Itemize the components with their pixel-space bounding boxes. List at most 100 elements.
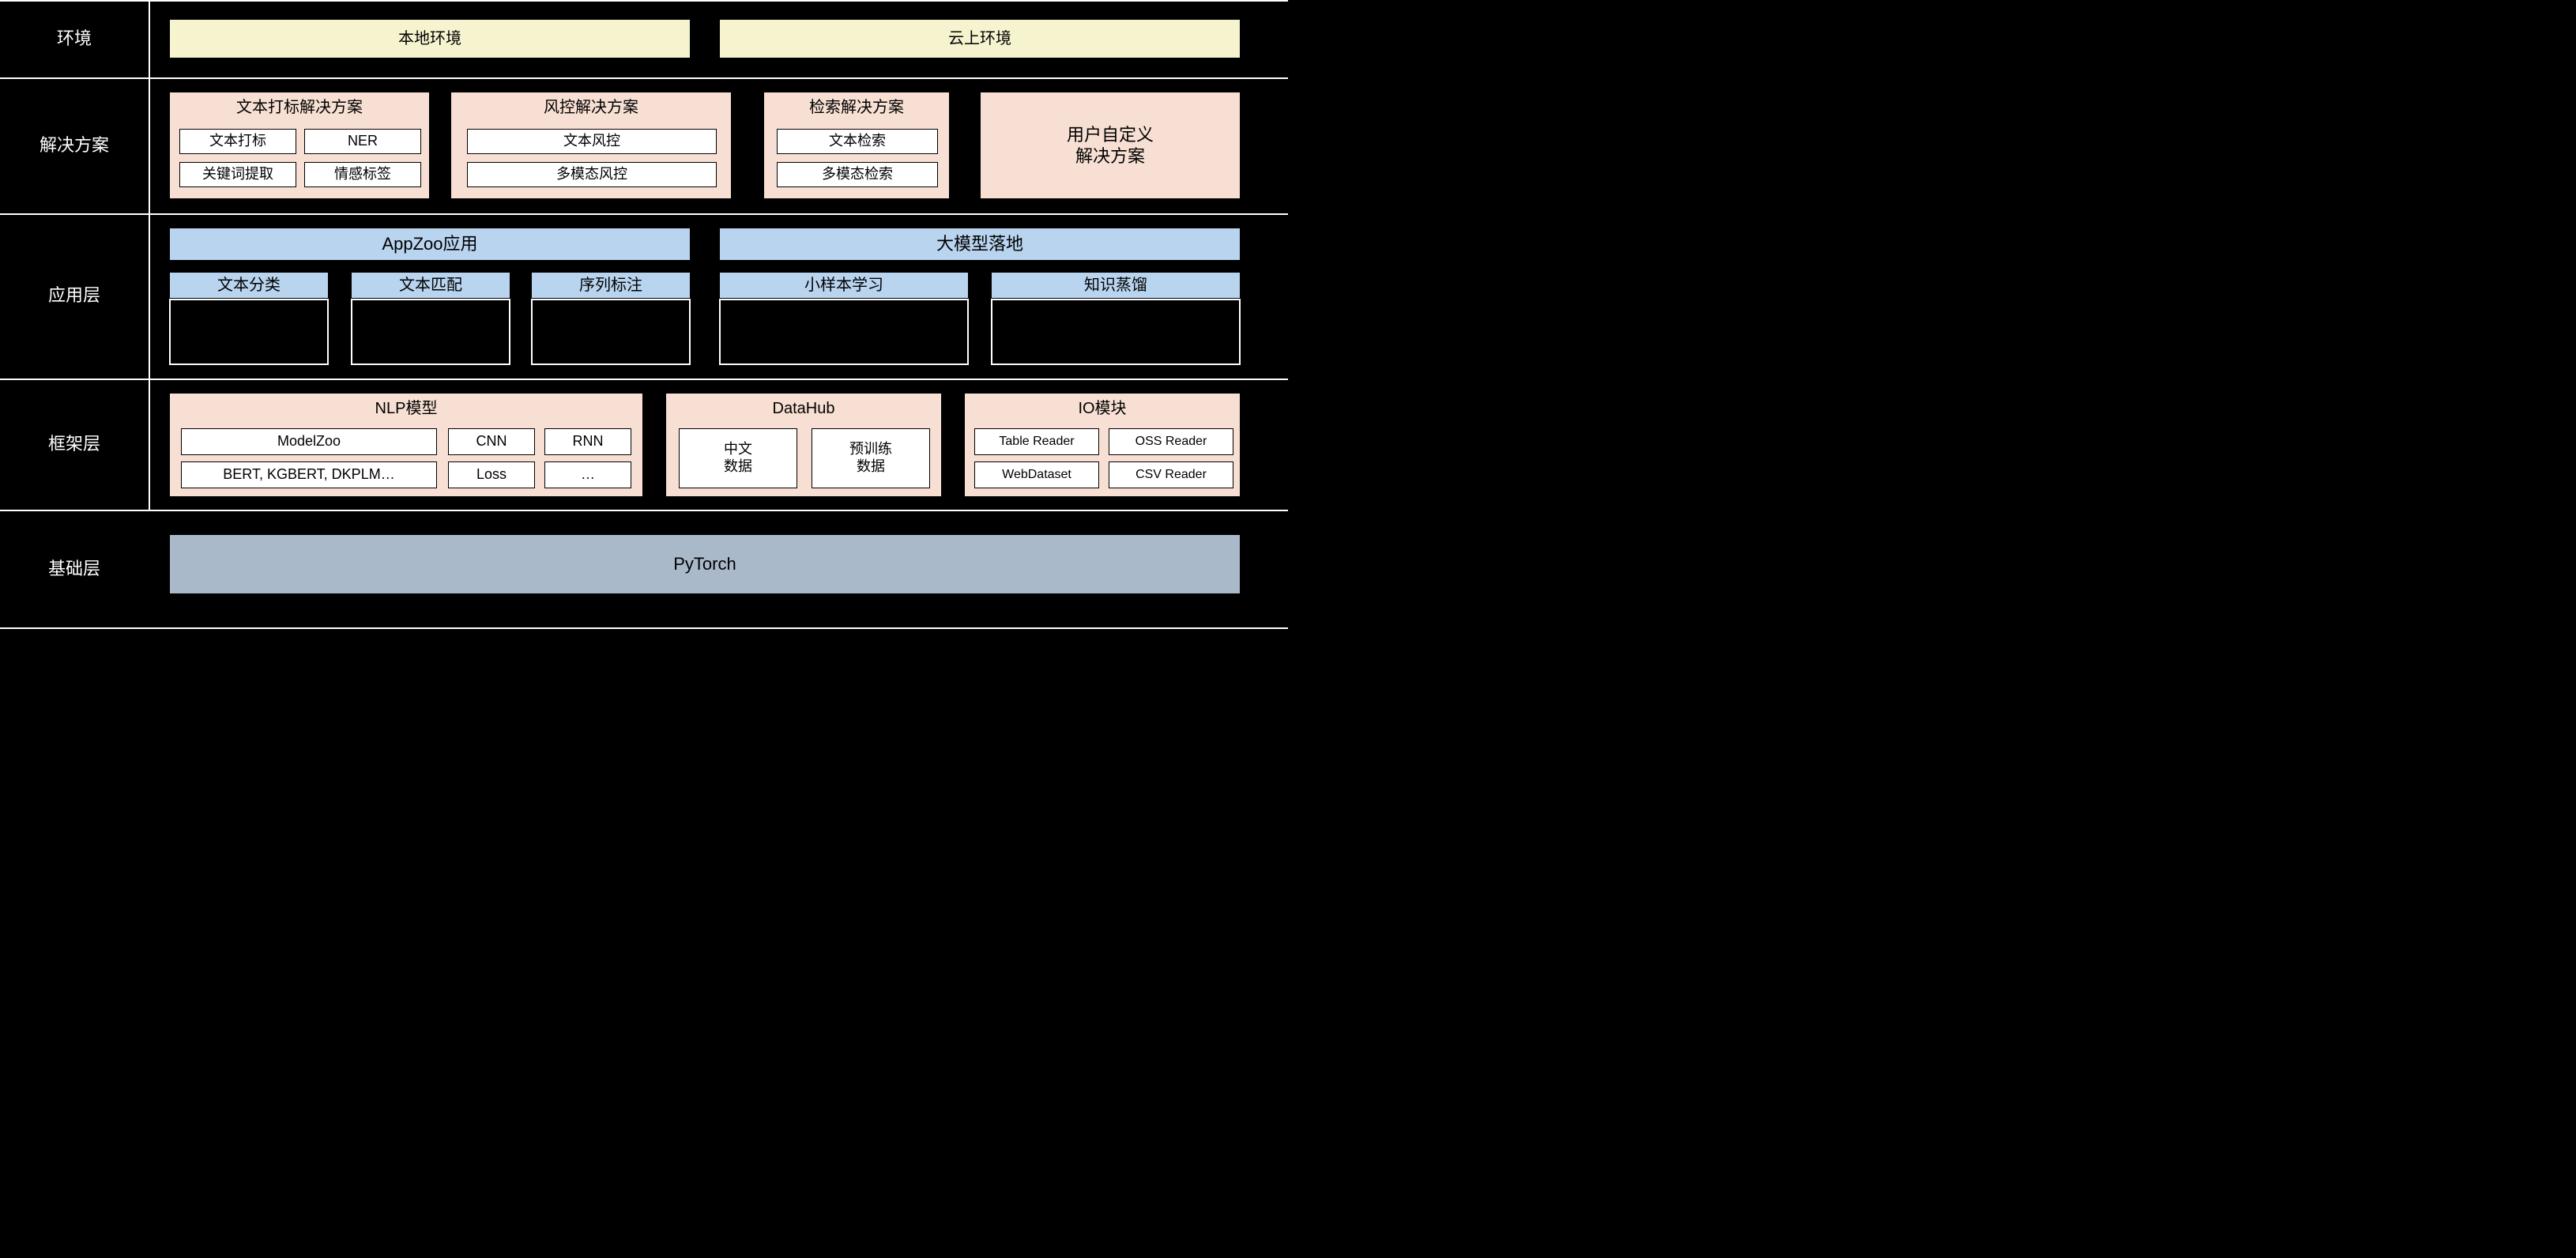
frame-datahub: DataHub 中文 数据 预训练 数据 <box>665 393 942 497</box>
app-bigmodel-header: 大模型落地 <box>719 228 1241 261</box>
cell-text-tag-3: 情感标签 <box>304 162 421 187</box>
solution-search-title-text: 检索解决方案 <box>809 98 904 118</box>
cell-io-0-label: Table Reader <box>999 434 1074 449</box>
solution-text-tag-title-text: 文本打标解决方案 <box>236 98 363 118</box>
solution-custom: 用户自定义 解决方案 <box>980 92 1241 199</box>
app-appzoo-header: AppZoo应用 <box>169 228 691 261</box>
app-col-seq-label-header: 序列标注 <box>531 272 691 299</box>
cell-datahub-0-l1: 中文 <box>724 441 752 458</box>
env-cloud-label: 云上环境 <box>948 29 1011 49</box>
app-col-text-cls-header: 文本分类 <box>169 272 329 299</box>
cell-search-0: 文本检索 <box>777 129 938 154</box>
cell-nlp-5: … <box>544 461 631 488</box>
cell-text-tag-2: 关键词提取 <box>179 162 296 187</box>
app-col-text-cls-body <box>169 299 329 365</box>
cell-nlp-0: ModelZoo <box>181 428 437 455</box>
architecture-diagram: 环境 解决方案 应用层 框架层 基础层 本地环境 云上环境 文本打标解决方案 文… <box>0 0 1288 629</box>
cell-text-tag-3-label: 情感标签 <box>334 166 391 183</box>
cell-io-3: CSV Reader <box>1109 461 1233 488</box>
hline-0 <box>0 0 1288 2</box>
cell-nlp-4: RNN <box>544 428 631 455</box>
row-label-env-text: 环境 <box>57 28 92 51</box>
cell-text-tag-2-label: 关键词提取 <box>202 166 273 183</box>
cell-search-0-label: 文本检索 <box>829 133 886 150</box>
app-col-few-shot-body <box>719 299 969 365</box>
frame-datahub-title-text: DataHub <box>773 399 835 419</box>
row-label-frame-text: 框架层 <box>48 433 100 456</box>
solution-custom-line2: 解决方案 <box>1067 145 1154 168</box>
frame-io: IO模块 Table Reader OSS Reader WebDataset … <box>964 393 1241 497</box>
cell-io-1: OSS Reader <box>1109 428 1233 455</box>
cell-io-3-label: CSV Reader <box>1135 467 1207 482</box>
solution-risk-title-text: 风控解决方案 <box>544 98 638 118</box>
cell-datahub-1-l2: 数据 <box>857 458 885 476</box>
env-cloud: 云上环境 <box>719 19 1241 58</box>
cell-nlp-3: Loss <box>448 461 535 488</box>
cell-io-1-label: OSS Reader <box>1135 434 1207 449</box>
vline-leftcol <box>149 0 150 510</box>
frame-io-title-text: IO模块 <box>1078 399 1126 419</box>
cell-search-1-label: 多模态检索 <box>822 166 893 183</box>
app-appzoo-header-label: AppZoo应用 <box>382 233 477 255</box>
app-col-distill-header: 知识蒸馏 <box>991 272 1241 299</box>
solution-search: 检索解决方案 文本检索 多模态检索 <box>763 92 950 199</box>
app-col-distill-header-label: 知识蒸馏 <box>1084 276 1147 296</box>
app-col-text-cls-header-label: 文本分类 <box>217 276 281 296</box>
app-col-distill-body <box>991 299 1241 365</box>
app-col-few-shot-header-label: 小样本学习 <box>804 276 883 296</box>
cell-nlp-3-label: Loss <box>476 466 507 484</box>
frame-nlp-title: NLP模型 <box>170 398 642 419</box>
app-col-text-match-body <box>351 299 510 365</box>
frame-io-title: IO模块 <box>965 398 1240 419</box>
frame-datahub-title: DataHub <box>666 398 941 419</box>
cell-risk-1-label: 多模态风控 <box>556 166 627 183</box>
row-label-base-text: 基础层 <box>48 558 100 581</box>
solution-text-tag-title: 文本打标解决方案 <box>170 97 429 118</box>
app-col-text-match-header-label: 文本匹配 <box>399 276 462 296</box>
frame-nlp-title-text: NLP模型 <box>375 399 438 419</box>
base-pytorch: PyTorch <box>169 534 1241 594</box>
env-local: 本地环境 <box>169 19 691 58</box>
row-label-solution: 解决方案 <box>0 77 149 213</box>
solution-risk-title: 风控解决方案 <box>451 97 731 118</box>
cell-datahub-0: 中文 数据 <box>679 428 797 488</box>
cell-io-0: Table Reader <box>974 428 1099 455</box>
cell-text-tag-0: 文本打标 <box>179 129 296 154</box>
cell-risk-1: 多模态风控 <box>467 162 717 187</box>
solution-text-tag: 文本打标解决方案 文本打标 NER 关键词提取 情感标签 <box>169 92 430 199</box>
cell-text-tag-1: NER <box>304 129 421 154</box>
cell-nlp-1: BERT, KGBERT, DKPLM… <box>181 461 437 488</box>
hline-1 <box>0 77 1288 79</box>
cell-io-2-label: WebDataset <box>1002 467 1071 482</box>
cell-text-tag-1-label: NER <box>348 133 378 150</box>
row-label-env: 环境 <box>0 0 149 77</box>
cell-nlp-0-label: ModelZoo <box>277 433 341 450</box>
row-label-frame: 框架层 <box>0 379 149 510</box>
hline-2 <box>0 213 1288 215</box>
solution-custom-line1: 用户自定义 <box>1067 124 1154 146</box>
env-local-label: 本地环境 <box>398 29 461 49</box>
cell-nlp-2-label: CNN <box>476 433 507 450</box>
cell-search-1: 多模态检索 <box>777 162 938 187</box>
cell-nlp-1-label: BERT, KGBERT, DKPLM… <box>223 466 394 484</box>
base-pytorch-label: PyTorch <box>673 553 736 575</box>
app-col-few-shot-header: 小样本学习 <box>719 272 969 299</box>
frame-nlp: NLP模型 ModelZoo BERT, KGBERT, DKPLM… CNN … <box>169 393 643 497</box>
cell-text-tag-0-label: 文本打标 <box>209 133 266 150</box>
row-label-app: 应用层 <box>0 213 149 379</box>
hline-4 <box>0 510 1288 511</box>
hline-5 <box>0 627 1288 629</box>
row-label-solution-text: 解决方案 <box>40 134 109 157</box>
solution-search-title: 检索解决方案 <box>764 97 949 118</box>
cell-datahub-1-l1: 预训练 <box>849 441 892 458</box>
cell-nlp-4-label: RNN <box>573 433 604 450</box>
cell-datahub-0-l2: 数据 <box>724 458 752 476</box>
cell-datahub-1: 预训练 数据 <box>812 428 930 488</box>
solution-risk: 风控解决方案 文本风控 多模态风控 <box>450 92 732 199</box>
app-col-seq-label-header-label: 序列标注 <box>579 276 642 296</box>
app-col-seq-label-body <box>531 299 691 365</box>
cell-risk-0: 文本风控 <box>467 129 717 154</box>
cell-nlp-2: CNN <box>448 428 535 455</box>
cell-io-2: WebDataset <box>974 461 1099 488</box>
solution-custom-text: 用户自定义 解决方案 <box>1067 124 1154 168</box>
